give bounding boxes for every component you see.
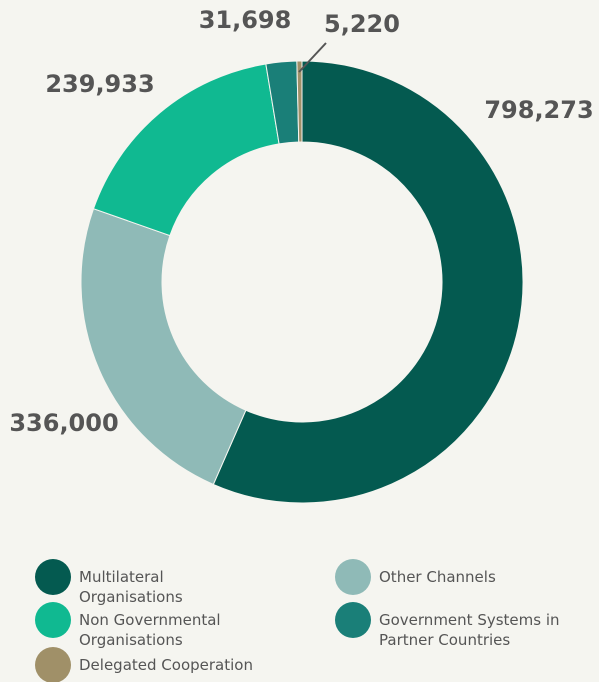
donut-slice	[212, 60, 524, 504]
value-label: 336,000	[9, 409, 118, 437]
value-label: 798,273	[484, 96, 593, 124]
legend-label: Government Systems in Partner Countries	[379, 611, 560, 649]
legend-label: Other Channels	[379, 568, 496, 586]
legend-item: Delegated Cooperation	[35, 647, 265, 682]
legend-label: Multilateral Organisations	[79, 568, 183, 606]
legend-swatch	[35, 602, 71, 638]
value-label: 239,933	[45, 70, 154, 98]
legend-swatch	[35, 647, 71, 682]
legend-swatch	[335, 602, 371, 638]
legend-swatch	[35, 559, 71, 595]
legend-item: Government Systems in Partner Countries	[335, 602, 565, 650]
legend-item: Non Governmental Organisations	[35, 602, 265, 650]
value-label: 5,220	[324, 10, 400, 38]
legend-item: Other Channels	[335, 559, 565, 595]
legend-swatch	[335, 559, 371, 595]
value-label: 31,698	[199, 6, 292, 34]
donut-slice	[296, 60, 303, 143]
donut-slice	[80, 208, 247, 486]
leader-line	[298, 42, 327, 73]
donut-chart: 798,273 336,000 239,933 31,698 5,220	[9, 6, 594, 504]
legend-label: Delegated Cooperation	[79, 656, 253, 674]
legend-item: Multilateral Organisations	[35, 559, 265, 607]
legend-label: Non Governmental Organisations	[79, 611, 221, 649]
